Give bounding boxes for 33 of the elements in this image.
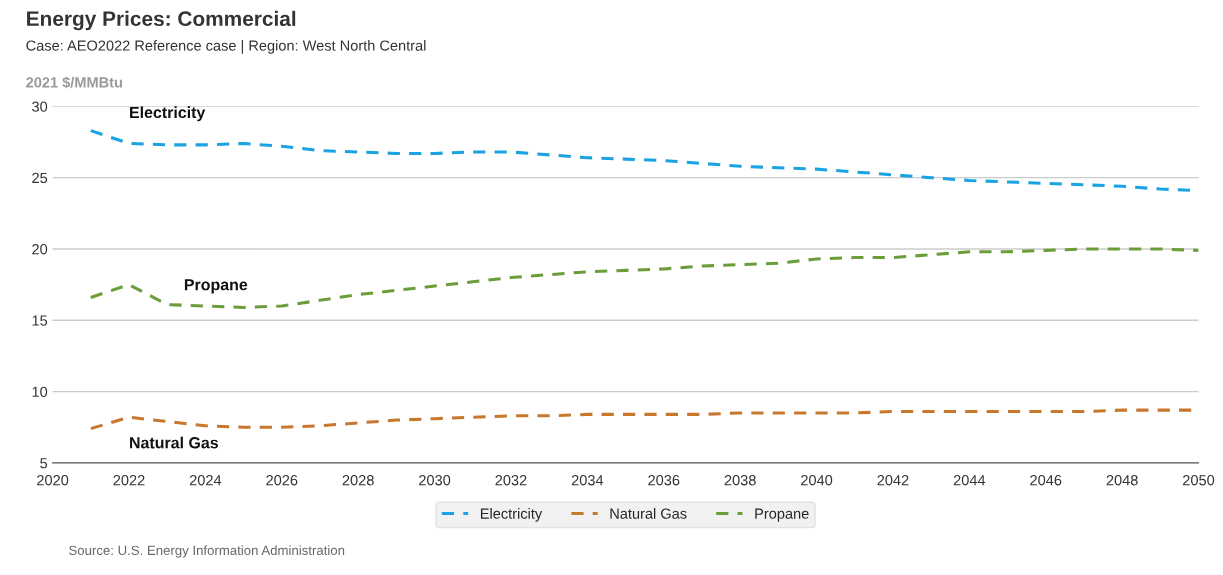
x-tick-label: 2040 xyxy=(801,475,833,486)
line-series xyxy=(89,247,1199,309)
x-tick-label: 2036 xyxy=(648,475,680,486)
y-tick-label: 5 xyxy=(40,458,48,469)
source-note: Source: U.S. Energy Information Administration xyxy=(69,545,345,558)
text: Propane xyxy=(184,279,248,294)
legend-label: Natural Gas xyxy=(610,508,687,519)
x-tick-label: 2038 xyxy=(724,475,756,486)
x-tick-label: 2046 xyxy=(1030,475,1062,486)
chart-title: Energy Prices: Commercial xyxy=(27,10,296,31)
legend-label: Propane xyxy=(755,508,809,522)
x-tick-label: 2032 xyxy=(495,475,527,486)
x-tick-label: 2022 xyxy=(113,475,145,486)
chart-subtitle: Case: AEO2022 Reference case | Region: West North Central xyxy=(26,40,426,54)
x-tick-label: 2024 xyxy=(189,475,222,486)
y-tick-label: 30 xyxy=(32,101,48,112)
x-tick-label: 2034 xyxy=(571,475,604,486)
x-tick-label: 2026 xyxy=(266,475,298,486)
text: Natural Gas xyxy=(130,436,218,449)
legend-label: Electricity xyxy=(480,508,543,522)
y-tick-label: 25 xyxy=(32,172,48,184)
x-tick-label: 2020 xyxy=(37,475,69,486)
y-tick-label: 15 xyxy=(32,315,48,326)
x-tick-label: 2030 xyxy=(419,475,451,486)
x-tick-label: 2048 xyxy=(1106,475,1138,486)
x-tick-label: 2044 xyxy=(953,475,986,486)
x-tick-label: 2028 xyxy=(342,475,374,486)
x-tick-label: 2042 xyxy=(877,475,909,486)
y-axis-title: 2021 $/MMBtu xyxy=(26,76,122,89)
y-tick-label: 20 xyxy=(32,244,48,255)
x-tick-label: 2050 xyxy=(1183,475,1215,486)
y-tick-label: 10 xyxy=(32,386,48,397)
text: Electricity xyxy=(130,106,206,122)
